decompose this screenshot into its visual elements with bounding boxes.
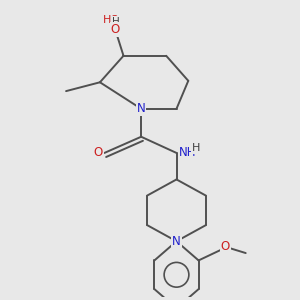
Text: N: N <box>137 102 146 115</box>
Text: N: N <box>172 235 181 248</box>
Text: O: O <box>94 146 103 159</box>
Text: O: O <box>220 240 230 253</box>
Text: HO: HO <box>103 15 120 26</box>
Text: O: O <box>111 23 120 36</box>
Text: H: H <box>112 17 120 27</box>
Text: H: H <box>191 142 200 153</box>
Text: NH: NH <box>179 146 196 159</box>
